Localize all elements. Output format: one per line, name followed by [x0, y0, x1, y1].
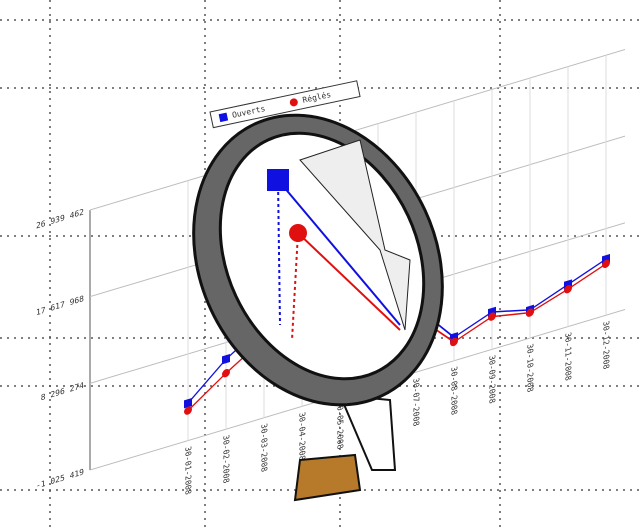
- grid-line: [90, 48, 625, 211]
- point: [450, 337, 458, 347]
- point: [184, 397, 192, 409]
- legend-swatch: [289, 98, 298, 107]
- x-tick-label: 30-11-2008: [564, 331, 574, 382]
- y-tick-label: 8 296 274: [41, 380, 84, 403]
- y-tick-label: -1 025 419: [36, 466, 84, 490]
- point: [526, 308, 534, 317]
- point: [222, 369, 230, 378]
- point: [564, 284, 572, 294]
- x-tick-label: 30-03-2008: [260, 422, 270, 473]
- point: [222, 354, 230, 365]
- x-tick-label: 30-05-2008: [336, 399, 346, 450]
- y-tick-label: 17 617 968: [36, 293, 84, 317]
- x-tick-label: 30-10-2008: [526, 342, 536, 393]
- x-tick-label: 30-04-2008: [298, 411, 308, 462]
- legend-box: [209, 80, 361, 129]
- point: [602, 259, 610, 269]
- magnifier: [192, 113, 444, 502]
- x-tick-label: 30-01-2008: [184, 445, 194, 496]
- y-tick-label: 26 939 462: [36, 206, 84, 230]
- x-tick-label: 30-09-2008: [488, 354, 498, 405]
- x-tick-label: 30-07-2008: [412, 377, 422, 428]
- point: [488, 312, 496, 321]
- point: [184, 406, 192, 415]
- x-tick-label: 30-02-2008: [222, 434, 232, 485]
- x-tick-label: 30-12-2008: [602, 320, 612, 371]
- x-tick-label: 30-08-2008: [450, 365, 460, 416]
- legend-swatch: [218, 112, 229, 123]
